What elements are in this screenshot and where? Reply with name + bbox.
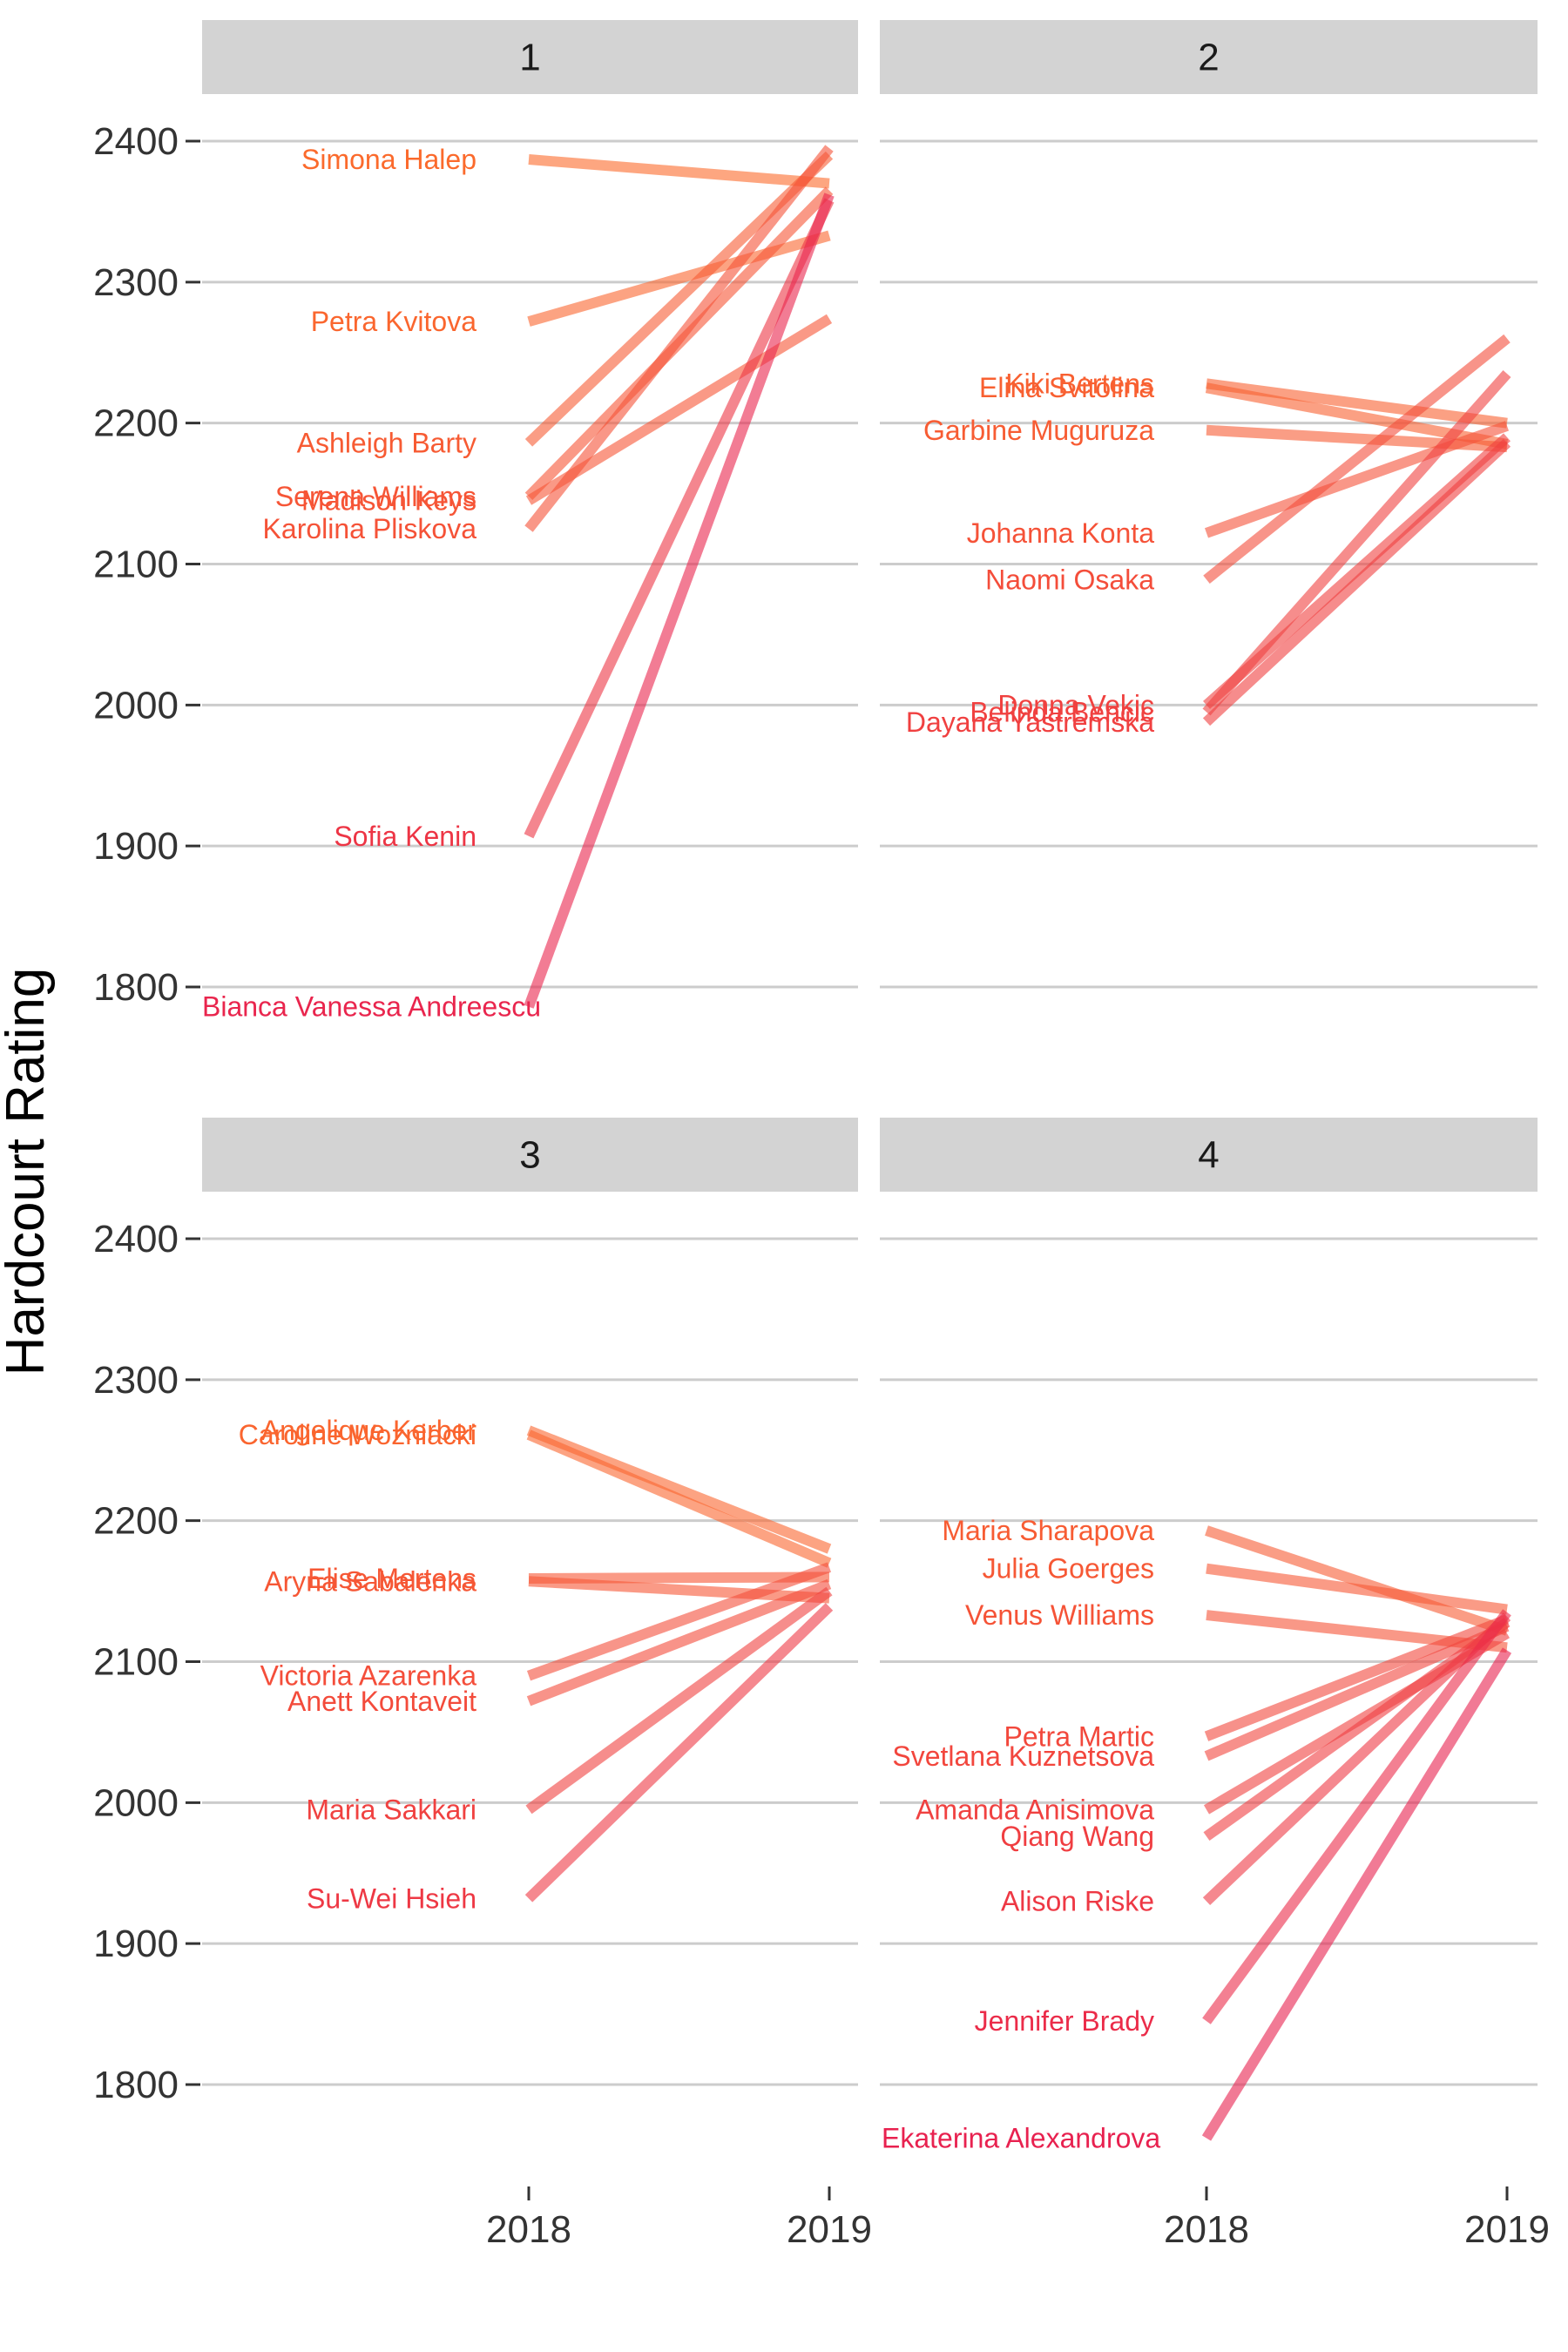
series-label: Elina Svitolina <box>979 372 1154 403</box>
series-line <box>1202 1612 1511 1905</box>
series-label: Svetlana Kuznetsova <box>892 1740 1154 1772</box>
panel-4: 4 2018 2019 Maria Sharapova Julia Goerges Ven… <box>880 1118 1550 2251</box>
series-label: Julia Goerges <box>983 1553 1154 1585</box>
series-line <box>526 1429 832 1568</box>
series-label: Garbine Muguruza <box>923 415 1154 446</box>
series-label: Caroline Wozniacki <box>239 1419 476 1450</box>
x-tick-label: 2018 <box>1164 2208 1249 2251</box>
panel-strip <box>202 20 858 94</box>
series-line <box>1204 421 1510 538</box>
series-line <box>1205 1525 1509 1636</box>
series-line <box>528 1576 830 1604</box>
panel-1: 1 1800 1900 2000 2100 2200 2300 2400 Simona Hale… <box>93 20 858 1023</box>
series-label: Maria Sharapova <box>942 1515 1154 1546</box>
panel-strip <box>202 1118 858 1192</box>
series-line <box>1202 438 1511 727</box>
series-label: Victoria Azarenka <box>260 1660 477 1692</box>
y-tick-label: 1800 <box>93 2064 179 2106</box>
series-label: Kiki Bertens <box>1005 368 1154 399</box>
series-label: Dayana Yastremska <box>906 706 1154 738</box>
series-label: Su-Wei Hsieh <box>307 1882 476 1914</box>
series-label: Angelique Kerber <box>261 1415 477 1446</box>
x-tick-label: 2018 <box>486 2208 571 2251</box>
series-label: Petra Kvitova <box>311 306 477 337</box>
series-label: Aryna Sabalenka <box>264 1565 476 1597</box>
series-line <box>1202 370 1511 716</box>
series-label: Qiang Wang <box>1000 1821 1154 1852</box>
series-line <box>1202 1609 1511 2024</box>
series-label: Madison Keys <box>301 485 476 517</box>
series-label: Amanda Anisimova <box>916 1794 1154 1825</box>
series-label: Ekaterina Alexandrova <box>882 2122 1160 2153</box>
panel-strip-label: 2 <box>1198 37 1219 79</box>
series-line <box>524 1603 834 1903</box>
series-line <box>1204 1621 1510 1761</box>
panels: 1 1800 1900 2000 2100 2200 2300 2400 Simona Hale… <box>93 20 1550 2251</box>
y-tick-label: 1800 <box>93 966 179 1009</box>
series-label: Sofia Kenin <box>334 821 476 852</box>
series-label: Simona Halep <box>301 144 476 175</box>
y-tick-label: 2300 <box>93 261 179 304</box>
series-line <box>528 1571 830 1585</box>
panel-3: 3 1800 1900 2000 2100 2200 2300 2400 2018 2019 Ang… <box>93 1118 872 2251</box>
y-tick-label: 2300 <box>93 1359 179 1402</box>
series-line <box>1204 1614 1510 1741</box>
x-tick-label: 2019 <box>1464 2208 1550 2251</box>
y-tick-label: 2100 <box>93 1641 179 1684</box>
y-tick-label: 2000 <box>93 1781 179 1824</box>
series-line <box>1206 378 1508 429</box>
y-tick-label: 2200 <box>93 1500 179 1543</box>
series-line <box>1206 1563 1508 1615</box>
series-line <box>527 230 831 327</box>
panel-strip-label: 4 <box>1198 1134 1219 1177</box>
series-label: Naomi Osaka <box>985 564 1154 595</box>
series-label: Maria Sakkari <box>306 1794 476 1825</box>
series-line <box>526 1578 832 1707</box>
series-line <box>525 1586 833 1815</box>
series-line <box>1201 1647 1512 2141</box>
series-label: Donna Vekic <box>997 689 1154 720</box>
series-line <box>1203 334 1511 584</box>
series-label: Venus Williams <box>965 1599 1154 1631</box>
series-label: Elise Mertens <box>308 1563 476 1594</box>
series-line <box>524 151 834 447</box>
y-tick-label: 1900 <box>93 1923 179 1965</box>
series-line <box>526 1425 832 1554</box>
y-tick-label: 2200 <box>93 402 179 445</box>
x-tick-label: 2019 <box>787 2208 872 2251</box>
panel-strip <box>880 1118 1538 1192</box>
series-label: Ashleigh Barty <box>297 427 476 458</box>
series-line <box>524 145 834 532</box>
series-label: Karolina Pliskova <box>263 513 477 544</box>
series-label: Anett Kontaveit <box>287 1686 476 1717</box>
series-line <box>526 1562 832 1681</box>
series-line <box>524 193 835 1009</box>
series-label: Serena Williams <box>275 481 476 512</box>
series-label: Belinda Bencic <box>970 696 1154 727</box>
y-tick-label: 1900 <box>93 825 179 868</box>
panel-strip-label: 1 <box>519 37 540 79</box>
panel-strip-label: 3 <box>519 1134 540 1177</box>
series-label: Petra Martic <box>1004 1720 1154 1752</box>
series-line <box>528 154 830 189</box>
y-tick-label: 2100 <box>93 544 179 586</box>
y-tick-label: 2400 <box>93 1218 179 1260</box>
y-axis-title: Hardcourt Rating <box>0 968 56 1376</box>
series-label: Alison Riske <box>1001 1886 1154 1917</box>
y-tick-label: 2400 <box>93 120 179 163</box>
panel-strip <box>880 20 1538 94</box>
series-label: Jennifer Brady <box>975 2005 1154 2037</box>
series-label: Johanna Konta <box>967 517 1155 549</box>
y-tick-label: 2000 <box>93 684 179 727</box>
series-line <box>524 198 835 839</box>
series-label: Bianca Vanessa Andreescu <box>202 991 541 1023</box>
